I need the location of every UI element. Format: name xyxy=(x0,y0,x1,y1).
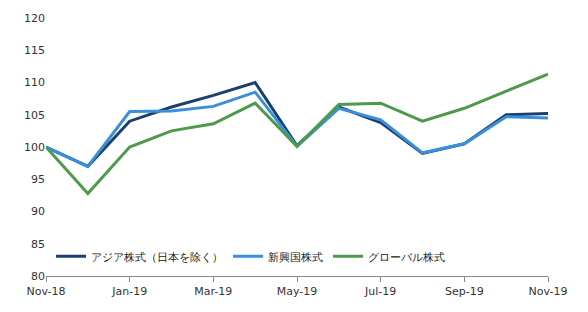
svg-text:アジア株式（日本を除く）: アジア株式（日本を除く） xyxy=(91,251,223,264)
svg-text:Sep-19: Sep-19 xyxy=(445,285,484,298)
svg-text:80: 80 xyxy=(31,270,45,283)
svg-text:85: 85 xyxy=(31,238,45,251)
svg-text:Nov-19: Nov-19 xyxy=(528,285,567,298)
svg-text:100: 100 xyxy=(24,141,45,154)
svg-text:120: 120 xyxy=(24,12,45,25)
svg-text:90: 90 xyxy=(31,205,45,218)
svg-text:Nov-18: Nov-18 xyxy=(26,285,65,298)
svg-text:Jul-19: Jul-19 xyxy=(364,285,396,298)
svg-text:105: 105 xyxy=(24,109,45,122)
svg-text:May-19: May-19 xyxy=(277,285,318,298)
svg-text:新興国株式: 新興国株式 xyxy=(268,251,323,264)
svg-text:Jan-19: Jan-19 xyxy=(111,285,147,298)
svg-text:115: 115 xyxy=(24,44,45,57)
svg-text:110: 110 xyxy=(24,76,45,89)
svg-text:グローバル株式: グローバル株式 xyxy=(368,251,445,264)
svg-text:Mar-19: Mar-19 xyxy=(194,285,232,298)
svg-text:95: 95 xyxy=(31,173,45,186)
